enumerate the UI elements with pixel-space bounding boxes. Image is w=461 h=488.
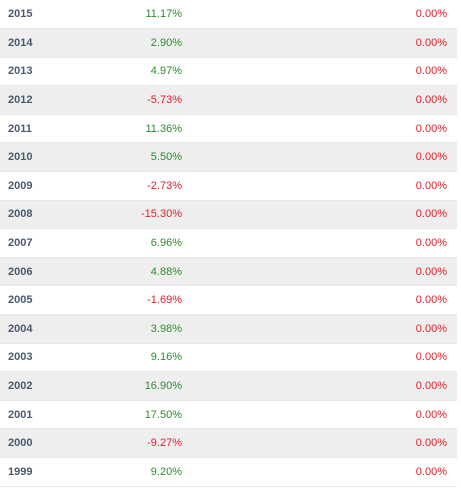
- table-row: 2001 17.50% 0.00%: [0, 400, 457, 430]
- table-row: 2009 -2.73% 0.00%: [0, 171, 457, 201]
- return-cell: -5.73%: [118, 85, 182, 115]
- year-cell: 2014: [0, 28, 118, 58]
- table-row: 2006 4.88% 0.00%: [0, 257, 457, 287]
- table-row: 2008 -15.30% 0.00%: [0, 200, 457, 230]
- spacer-cell: [182, 257, 327, 287]
- return-cell: -15.30%: [118, 200, 182, 230]
- return-cell: 4.97%: [118, 57, 182, 87]
- return-cell: 5.50%: [118, 142, 182, 173]
- table-row: 2003 9.16% 0.00%: [0, 343, 457, 373]
- return-cell: -2.73%: [118, 171, 182, 201]
- spacer-cell: [182, 85, 327, 115]
- table-row: 2012 -5.73% 0.00%: [0, 85, 457, 115]
- year-cell: 2005: [0, 285, 118, 316]
- table-row: 2010 5.50% 0.00%: [0, 142, 457, 173]
- other-return-cell: 0.00%: [327, 428, 457, 458]
- spacer-cell: [182, 314, 327, 344]
- return-cell: 3.98%: [118, 314, 182, 344]
- return-cell: 2.90%: [118, 28, 182, 58]
- return-cell: 17.50%: [118, 400, 182, 430]
- other-return-cell: 0.00%: [327, 343, 457, 373]
- spacer-cell: [182, 400, 327, 430]
- return-cell: 11.17%: [118, 0, 182, 30]
- return-cell: 11.36%: [118, 114, 182, 144]
- year-cell: 2013: [0, 57, 118, 87]
- return-cell: 4.88%: [118, 257, 182, 287]
- year-cell: 2001: [0, 400, 118, 430]
- table-row: 1999 9.20% 0.00%: [0, 457, 457, 487]
- spacer-cell: [182, 142, 327, 173]
- table-row: 2011 11.36% 0.00%: [0, 114, 457, 144]
- year-cell: 1999: [0, 457, 118, 487]
- spacer-cell: [182, 428, 327, 458]
- other-return-cell: 0.00%: [327, 0, 457, 30]
- other-return-cell: 0.00%: [327, 28, 457, 58]
- table-row: 2005 -1.69% 0.00%: [0, 285, 457, 316]
- table-row: 2000 -9.27% 0.00%: [0, 428, 457, 458]
- other-return-cell: 0.00%: [327, 400, 457, 430]
- return-cell: -9.27%: [118, 428, 182, 458]
- year-cell: 2008: [0, 200, 118, 230]
- year-cell: 2003: [0, 343, 118, 373]
- table-row: 2007 6.96% 0.00%: [0, 228, 457, 258]
- other-return-cell: 0.00%: [327, 85, 457, 115]
- spacer-cell: [182, 228, 327, 258]
- table-row: 2014 2.90% 0.00%: [0, 28, 457, 58]
- other-return-cell: 0.00%: [327, 257, 457, 287]
- spacer-cell: [182, 200, 327, 230]
- spacer-cell: [182, 0, 327, 30]
- table-row: 2002 16.90% 0.00%: [0, 371, 457, 401]
- year-cell: 2012: [0, 85, 118, 115]
- spacer-cell: [182, 285, 327, 316]
- other-return-cell: 0.00%: [327, 142, 457, 173]
- other-return-cell: 0.00%: [327, 285, 457, 316]
- spacer-cell: [182, 57, 327, 87]
- return-cell: 16.90%: [118, 371, 182, 401]
- return-cell: 9.16%: [118, 343, 182, 373]
- spacer-cell: [182, 343, 327, 373]
- spacer-cell: [182, 171, 327, 201]
- other-return-cell: 0.00%: [327, 171, 457, 201]
- spacer-cell: [182, 114, 327, 144]
- other-return-cell: 0.00%: [327, 314, 457, 344]
- other-return-cell: 0.00%: [327, 200, 457, 230]
- spacer-cell: [182, 457, 327, 487]
- spacer-cell: [182, 28, 327, 58]
- table-row: 2015 11.17% 0.00%: [0, 0, 457, 30]
- year-cell: 2011: [0, 114, 118, 144]
- year-cell: 2010: [0, 142, 118, 173]
- year-cell: 2015: [0, 0, 118, 30]
- other-return-cell: 0.00%: [327, 228, 457, 258]
- table-row: 2004 3.98% 0.00%: [0, 314, 457, 344]
- return-cell: 9.20%: [118, 457, 182, 487]
- year-cell: 2006: [0, 257, 118, 287]
- year-cell: 2000: [0, 428, 118, 458]
- year-cell: 2007: [0, 228, 118, 258]
- year-cell: 2002: [0, 371, 118, 401]
- year-cell: 2004: [0, 314, 118, 344]
- other-return-cell: 0.00%: [327, 457, 457, 487]
- spacer-cell: [182, 371, 327, 401]
- other-return-cell: 0.00%: [327, 114, 457, 144]
- other-return-cell: 0.00%: [327, 57, 457, 87]
- return-cell: 6.96%: [118, 228, 182, 258]
- return-cell: -1.69%: [118, 285, 182, 316]
- other-return-cell: 0.00%: [327, 371, 457, 401]
- table-row: 2013 4.97% 0.00%: [0, 57, 457, 87]
- year-cell: 2009: [0, 171, 118, 201]
